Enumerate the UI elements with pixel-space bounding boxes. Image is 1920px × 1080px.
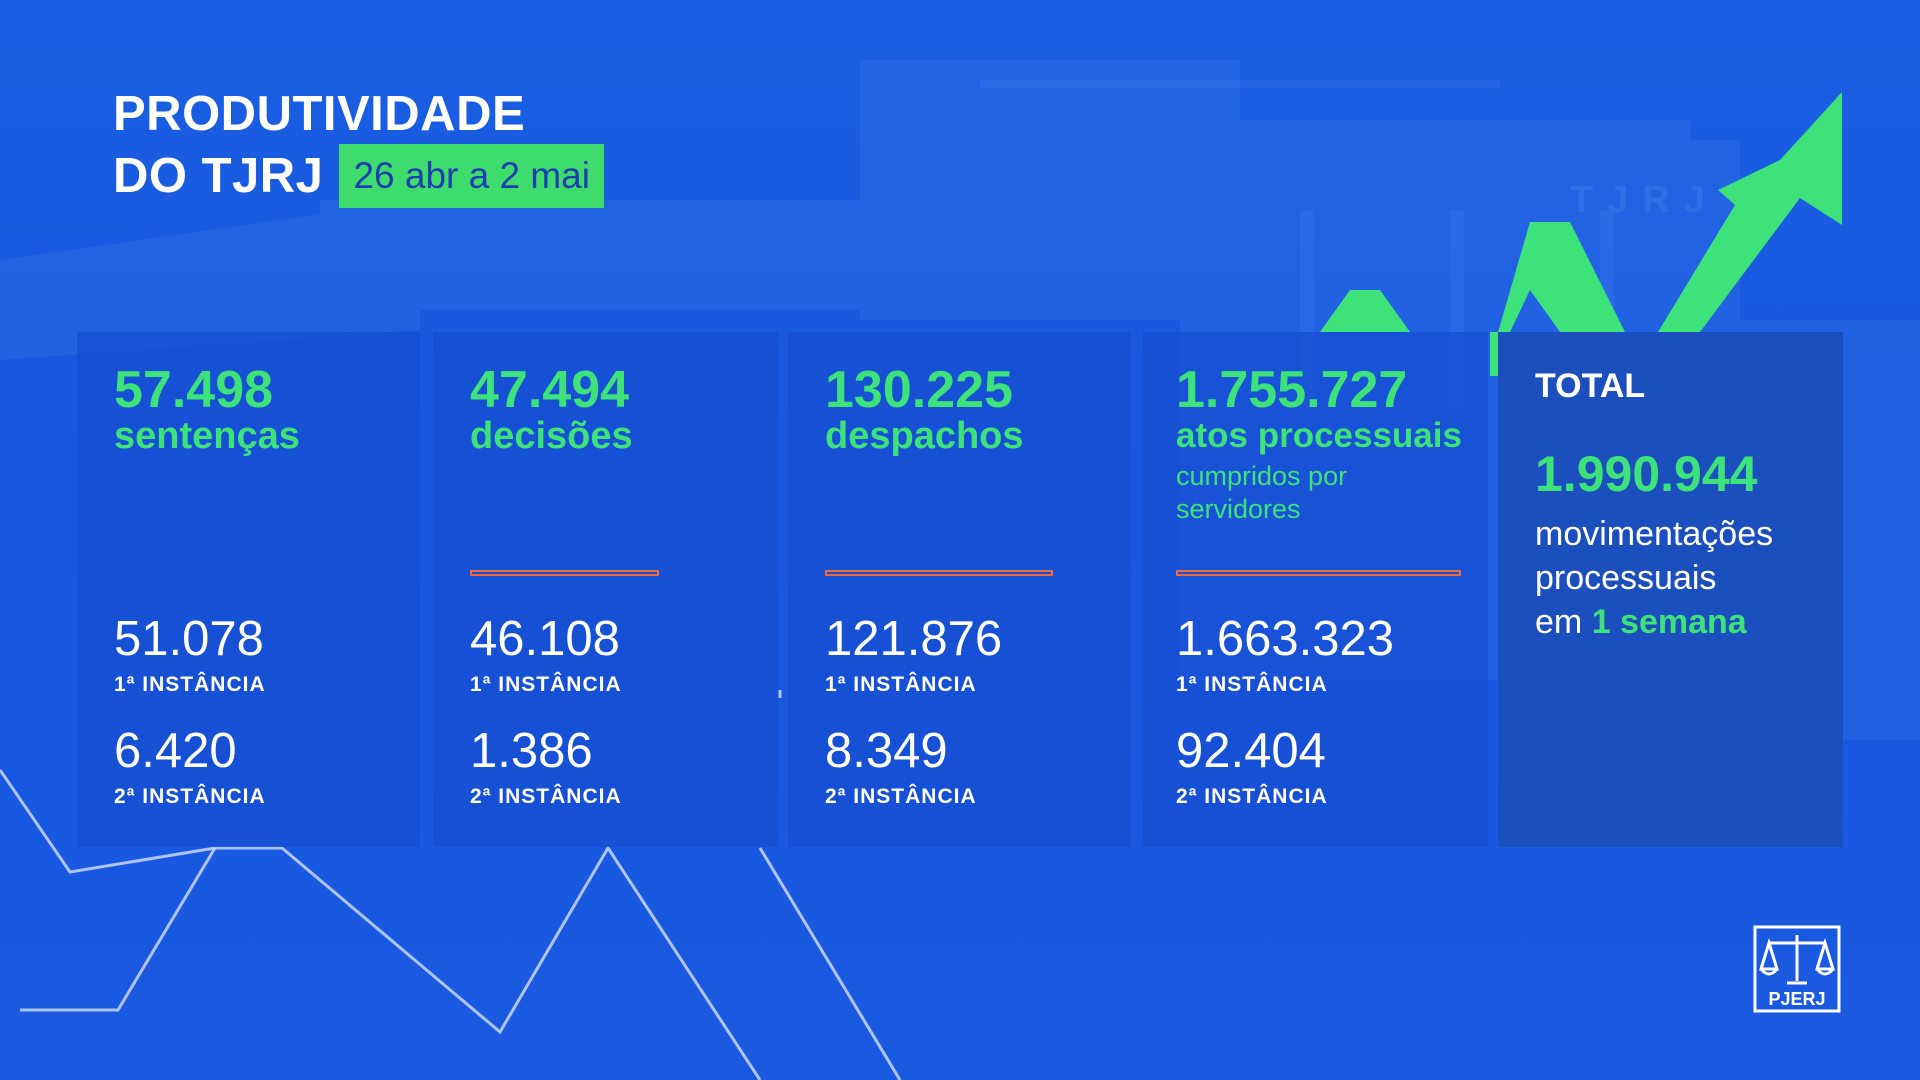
title-line-2: DO TJRJ [113, 149, 324, 203]
stat-total-value: 47.494 [470, 361, 630, 419]
stat-label: despachos [825, 415, 1024, 457]
title-line-2-row: DO TJRJ 26 abr a 2 mai [113, 144, 604, 208]
building-sign-text: TJRJ [1570, 179, 1719, 221]
first-instance-value: 51.078 [114, 612, 264, 666]
growth-arrow-icon [1320, 92, 1842, 376]
second-instance-value: 8.349 [825, 724, 948, 778]
section-divider [825, 570, 1053, 576]
stat-total-value: 1.755.727 [1176, 361, 1408, 419]
second-instance-value: 6.420 [114, 724, 237, 778]
logo-text: PJERJ [1768, 989, 1825, 1009]
total-desc-line-1: movimentações [1535, 515, 1774, 553]
first-instance-value: 121.876 [825, 612, 1003, 666]
date-range-badge: 26 abr a 2 mai [339, 144, 604, 208]
stat-label: decisões [470, 415, 633, 457]
stat-card-sentencas: 57.498 sentenças 51.078 1ª INSTÂNCIA 6.4… [77, 332, 420, 847]
first-instance-label: 1ª INSTÂNCIA [1176, 673, 1328, 696]
total-desc-line-2: processuais [1535, 559, 1717, 597]
pjerj-logo: PJERJ [1753, 925, 1841, 1013]
second-instance-label: 2ª INSTÂNCIA [825, 785, 977, 808]
first-instance-label: 1ª INSTÂNCIA [470, 673, 622, 696]
first-instance-label: 1ª INSTÂNCIA [825, 673, 977, 696]
second-instance-value: 92.404 [1176, 724, 1326, 778]
second-instance-label: 2ª INSTÂNCIA [1176, 785, 1328, 808]
total-value: 1.990.944 [1535, 446, 1758, 502]
total-description: movimentações processuais em 1 semana [1535, 512, 1773, 644]
first-instance-value: 1.663.323 [1176, 612, 1394, 666]
title-line-1: PRODUTIVIDADE [113, 87, 526, 141]
stat-card-despachos: 130.225 despachos 121.876 1ª INSTÂNCIA 8… [788, 332, 1131, 847]
stat-card-decisoes: 47.494 decisões 46.108 1ª INSTÂNCIA 1.38… [433, 332, 778, 847]
stat-total-value: 57.498 [114, 361, 274, 419]
zigzag-line-right [758, 847, 902, 1080]
stat-card-atos-processuais: 1.755.727 atos processuais cumpridos por… [1143, 332, 1488, 847]
second-instance-label: 2ª INSTÂNCIA [470, 785, 622, 808]
total-card: TOTAL 1.990.944 movimentações processuai… [1498, 332, 1843, 847]
scales-of-justice-icon [1758, 935, 1836, 985]
total-heading: TOTAL [1535, 367, 1646, 405]
first-instance-value: 46.108 [470, 612, 620, 666]
stat-sub-line-2: servidores [1176, 494, 1301, 524]
total-desc-prefix: em [1535, 603, 1583, 641]
zigzag-line [0, 769, 762, 1080]
stat-label: sentenças [114, 415, 300, 457]
total-desc-highlight: 1 semana [1591, 603, 1747, 641]
section-divider [1176, 570, 1461, 576]
total-desc-line-3: em 1 semana [1535, 600, 1773, 644]
section-divider [470, 570, 659, 576]
zigzag-line-lower [20, 847, 217, 1012]
second-instance-value: 1.386 [470, 724, 593, 778]
stat-label: atos processuais [1176, 416, 1462, 455]
page-title: PRODUTIVIDADE DO TJRJ 26 abr a 2 mai [113, 84, 604, 208]
stat-total-value: 130.225 [825, 361, 1013, 419]
second-instance-label: 2ª INSTÂNCIA [114, 785, 266, 808]
stat-sub-line-1: cumpridos por [1176, 461, 1348, 491]
first-instance-label: 1ª INSTÂNCIA [114, 673, 266, 696]
